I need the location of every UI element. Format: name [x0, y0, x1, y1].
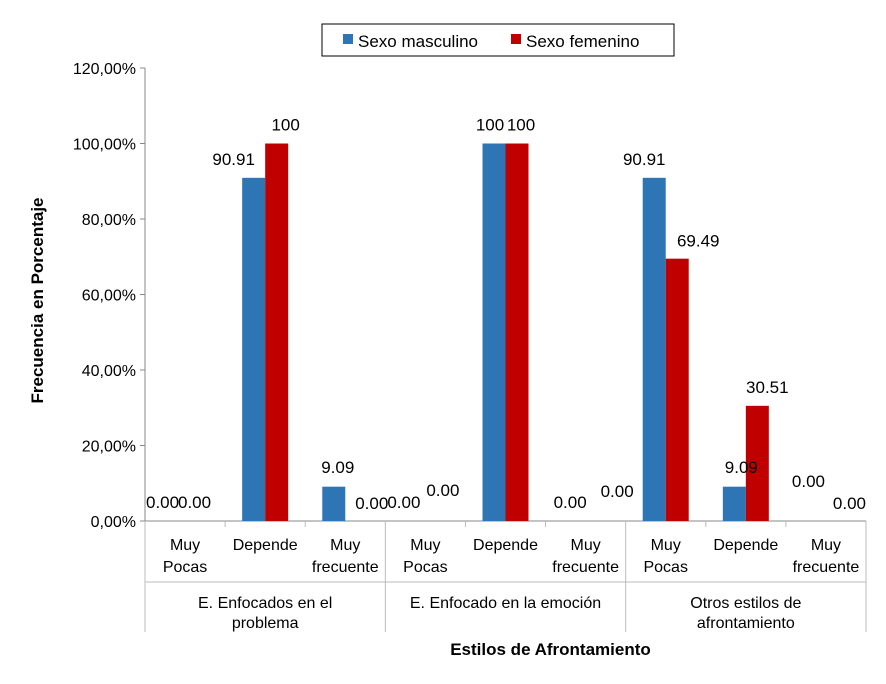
data-label-masculino: 100	[476, 116, 504, 135]
bar-masculino	[242, 177, 266, 521]
data-label-masculino: 9.09	[725, 458, 758, 477]
data-label-masculino: 0.00	[387, 493, 420, 512]
bar-masculino	[722, 486, 746, 521]
category-label: Depende	[713, 537, 778, 554]
category-label: Muy	[330, 537, 360, 554]
y-tick-label: 60,00%	[82, 288, 136, 305]
bar-femenino	[505, 143, 529, 521]
y-tick-label: 80,00%	[82, 212, 136, 229]
group-label: problema	[232, 615, 299, 632]
group-label: E. Enfocados en el	[198, 595, 332, 612]
bar-masculino	[642, 177, 666, 521]
data-label-femenino: 0.00	[178, 493, 211, 512]
category-label: frecuente	[793, 559, 860, 576]
bar-masculino	[322, 486, 346, 521]
category-label: Muy	[170, 537, 200, 554]
y-tick-label: 0,00%	[91, 514, 136, 531]
category-label: Pocas	[403, 559, 447, 576]
group-label: afrontamiento	[697, 615, 795, 632]
y-axis-title: Frecuencia en Porcentaje	[28, 198, 47, 404]
category-label: frecuente	[552, 559, 619, 576]
bar-masculino	[482, 143, 506, 521]
y-tick-label: 120,00%	[73, 61, 136, 78]
legend-box	[321, 23, 675, 57]
data-label-masculino: 0.00	[554, 493, 587, 512]
data-label-femenino: 0.00	[601, 482, 634, 501]
data-label-masculino: 90.91	[212, 150, 255, 169]
category-label: Pocas	[643, 559, 687, 576]
data-label-femenino: 100	[271, 116, 299, 135]
category-label: frecuente	[312, 559, 379, 576]
group-label: E. Enfocado en la emoción	[410, 595, 601, 612]
data-label-femenino: 0.00	[833, 494, 866, 513]
legend-swatch-femenino	[511, 34, 521, 44]
x-axis-title: Estilos de Afrontamiento	[450, 640, 651, 659]
category-label: Depende	[233, 537, 298, 554]
data-label-masculino: 90.91	[623, 150, 666, 169]
bar-femenino	[745, 405, 769, 521]
category-label: Muy	[570, 537, 600, 554]
data-label-femenino: 69.49	[677, 232, 720, 251]
legend-label-masculino: Sexo masculino	[358, 32, 478, 51]
bar-femenino	[665, 258, 689, 521]
category-label: Muy	[811, 537, 841, 554]
category-label: Muy	[651, 537, 681, 554]
data-label-femenino: 30.51	[746, 378, 789, 397]
bar-femenino	[265, 143, 289, 521]
data-label-femenino: 0.00	[426, 481, 459, 500]
legend-label-femenino: Sexo femenino	[526, 32, 639, 51]
data-label-masculino: 9.09	[321, 458, 354, 477]
data-label-femenino: 0.00	[355, 494, 388, 513]
data-label-masculino: 0.00	[146, 493, 179, 512]
y-tick-label: 40,00%	[82, 363, 136, 380]
data-label-femenino: 100	[507, 116, 535, 135]
y-tick-label: 100,00%	[73, 137, 136, 154]
data-label-masculino: 0.00	[792, 472, 825, 491]
category-label: Depende	[473, 537, 538, 554]
legend-swatch-masculino	[343, 34, 353, 44]
category-label: Pocas	[163, 559, 207, 576]
y-tick-label: 20,00%	[82, 439, 136, 456]
group-label: Otros estilos de	[690, 595, 801, 612]
category-label: Muy	[410, 537, 440, 554]
